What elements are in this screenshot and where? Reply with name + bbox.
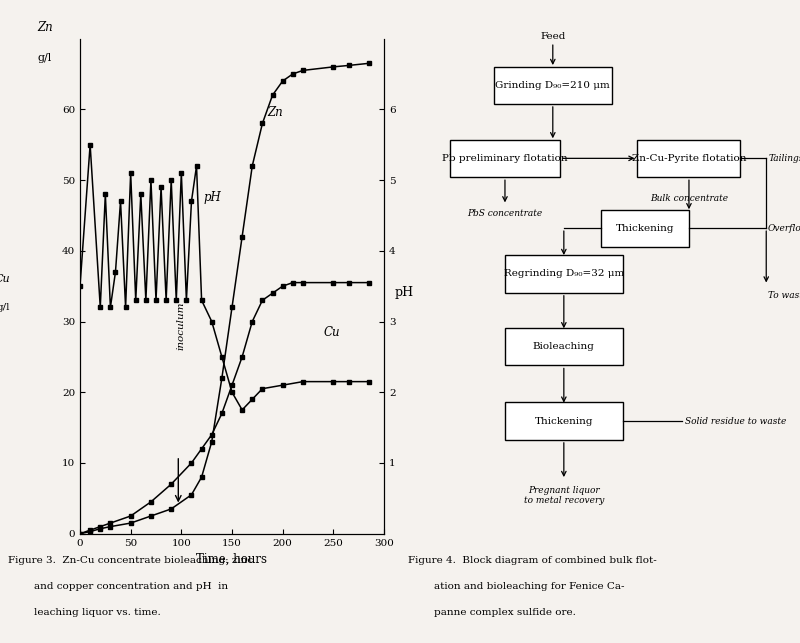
Bar (505, 328, 622, 365)
X-axis label: Time, hours: Time, hours (197, 553, 267, 566)
Text: Zn: Zn (38, 21, 53, 33)
Text: Cu: Cu (323, 325, 340, 339)
Text: Pregnant liquor
to metal recovery: Pregnant liquor to metal recovery (524, 485, 604, 505)
Text: leaching liquor vs. time.: leaching liquor vs. time. (8, 608, 161, 617)
Bar (601, 210, 689, 247)
Bar (505, 255, 622, 293)
Text: PbS concentrate: PbS concentrate (467, 209, 542, 218)
Y-axis label: pH: pH (394, 286, 414, 299)
Text: Grinding D₉₀=210 μm: Grinding D₉₀=210 μm (495, 80, 610, 89)
Text: Tailings: Tailings (768, 154, 800, 163)
Text: Zn-Cu-Pyrite flotation: Zn-Cu-Pyrite flotation (632, 154, 746, 163)
Text: panne complex sulfide ore.: panne complex sulfide ore. (408, 608, 576, 617)
Text: Zn: Zn (267, 106, 283, 120)
Text: Figure 4.  Block diagram of combined bulk flot-: Figure 4. Block diagram of combined bulk… (408, 556, 657, 565)
Text: Feed: Feed (540, 32, 566, 41)
Text: and copper concentration and pH  in: and copper concentration and pH in (8, 582, 228, 591)
Text: Bioleaching: Bioleaching (533, 342, 594, 351)
Bar (494, 66, 612, 104)
Text: Bulk concentrate: Bulk concentrate (650, 194, 728, 203)
Bar (450, 140, 560, 177)
Text: Pb preliminary flotation: Pb preliminary flotation (442, 154, 568, 163)
Bar (505, 403, 622, 440)
Text: ation and bioleaching for Fenice Ca-: ation and bioleaching for Fenice Ca- (408, 582, 625, 591)
Text: g/l: g/l (38, 53, 52, 64)
Text: Thickening: Thickening (615, 224, 674, 233)
Text: Overflow: Overflow (768, 224, 800, 233)
Text: Regrinding D₉₀=32 μm: Regrinding D₉₀=32 μm (504, 269, 624, 278)
Text: To waste: To waste (768, 291, 800, 300)
Text: inoculum: inoculum (177, 302, 186, 350)
Bar (638, 140, 741, 177)
Text: Figure 3.  Zn-Cu concentrate bioleaching: zinc: Figure 3. Zn-Cu concentrate bioleaching:… (8, 556, 253, 565)
Text: pH: pH (204, 191, 222, 204)
Text: Solid residue to waste: Solid residue to waste (686, 417, 786, 426)
Text: Thickening: Thickening (534, 417, 593, 426)
Text: g/l: g/l (0, 303, 10, 312)
Text: Cu: Cu (0, 274, 10, 284)
